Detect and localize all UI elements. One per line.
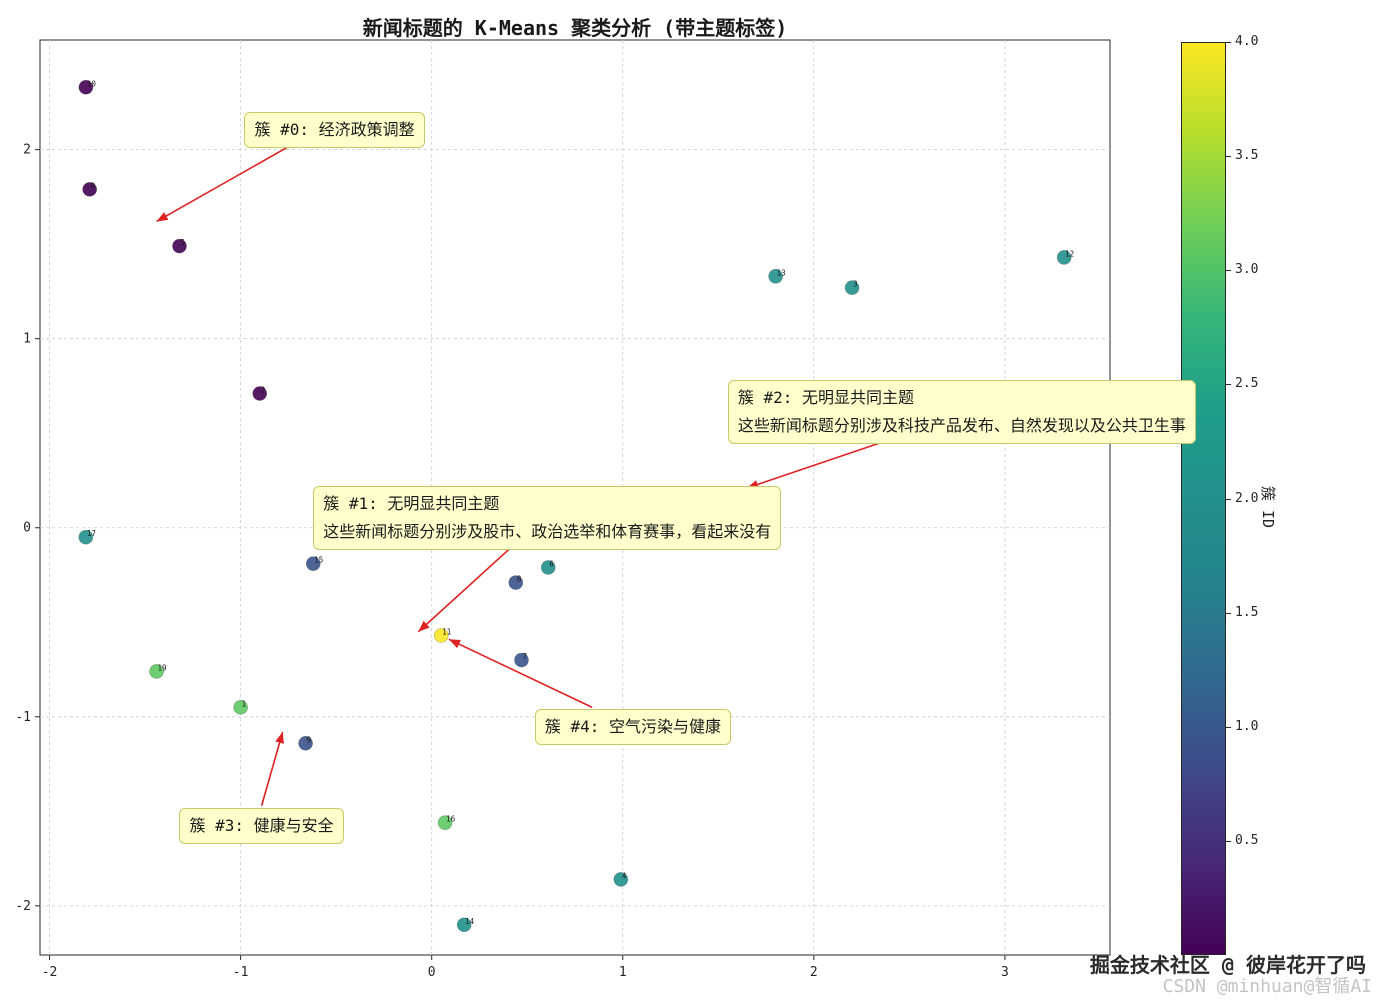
data-point-label: 14 bbox=[465, 917, 475, 926]
data-point bbox=[540, 560, 556, 575]
colorbar bbox=[1181, 42, 1226, 955]
data-point bbox=[768, 269, 783, 284]
chart-title: 新闻标题的 K-Means 聚类分析 (带主题标签) bbox=[362, 16, 788, 40]
colorbar-tick-label: 2.0 bbox=[1235, 490, 1259, 506]
data-point bbox=[252, 386, 268, 401]
data-point-label: 1 bbox=[242, 699, 247, 708]
data-point bbox=[82, 182, 97, 197]
annotation-arrowhead bbox=[448, 639, 461, 649]
data-point bbox=[172, 238, 187, 254]
data-point bbox=[508, 575, 524, 590]
data-point-label: 7 bbox=[523, 652, 528, 661]
x-tick-label: 3 bbox=[1001, 965, 1009, 980]
data-point bbox=[305, 556, 321, 571]
annotation-line: 这些新闻标题分别涉及科技产品发布、自然发现以及公共卫生事 bbox=[737, 416, 1186, 436]
x-tick-label: 0 bbox=[428, 965, 436, 980]
colorbar-tick-label: 3.0 bbox=[1235, 262, 1259, 278]
data-point-label: 3 bbox=[853, 280, 858, 289]
annotation-line: 簇 #0: 经济政策调整 bbox=[254, 119, 415, 139]
data-point-label: 10 bbox=[87, 79, 97, 88]
annotation-box: 簇 #2: 无明显共同主题这些新闻标题分别涉及科技产品发布、自然发现以及公共卫生… bbox=[727, 380, 1196, 445]
x-tick-label: -1 bbox=[233, 965, 249, 980]
data-point-label: 13 bbox=[777, 268, 786, 277]
data-point bbox=[613, 872, 629, 887]
annotation-line: 簇 #3: 健康与安全 bbox=[189, 815, 334, 835]
watermark-juejin: 掘金技术社区 @ 彼岸花开了吗 bbox=[1089, 953, 1366, 977]
data-point-label: 2 bbox=[261, 386, 266, 395]
data-point bbox=[1056, 250, 1072, 265]
data-point-label: 16 bbox=[446, 815, 456, 824]
data-point-label: 8 bbox=[517, 575, 522, 584]
x-tick-label: 2 bbox=[810, 965, 818, 980]
colorbar-tick bbox=[1226, 840, 1231, 842]
colorbar-tick bbox=[1226, 612, 1231, 614]
y-tick-label: 0 bbox=[23, 521, 31, 536]
x-tick-label: -2 bbox=[42, 965, 58, 980]
annotation-arrow bbox=[156, 139, 301, 223]
colorbar-tick-label: 1.0 bbox=[1235, 718, 1259, 734]
annotation-arrow bbox=[417, 546, 513, 633]
data-point bbox=[78, 529, 94, 545]
data-point-label: 9 bbox=[307, 735, 312, 744]
data-point bbox=[844, 280, 860, 295]
data-point-label: 19 bbox=[158, 663, 167, 672]
annotation-line: 簇 #4: 空气污染与健康 bbox=[544, 717, 722, 737]
annotation-arrow bbox=[260, 731, 284, 806]
colorbar-tick bbox=[1226, 498, 1231, 500]
colorbar-label: 簇 ID bbox=[1259, 486, 1277, 529]
y-tick-label: 1 bbox=[23, 332, 31, 347]
data-point bbox=[433, 628, 449, 643]
x-tick-label: 1 bbox=[619, 965, 627, 980]
data-point bbox=[514, 652, 529, 668]
colorbar-tick bbox=[1226, 270, 1231, 272]
data-point-label: 5 bbox=[180, 238, 185, 247]
colorbar-tick bbox=[1226, 156, 1231, 158]
annotation-box: 簇 #3: 健康与安全 bbox=[179, 807, 344, 844]
annotation-arrowhead bbox=[275, 731, 284, 744]
data-point-label: 4 bbox=[622, 871, 627, 880]
data-point-label: 12 bbox=[1065, 249, 1074, 258]
y-tick-label: -1 bbox=[15, 710, 31, 725]
data-point bbox=[78, 79, 94, 95]
annotation-line: 簇 #1: 无明显共同主题 bbox=[323, 494, 500, 514]
y-tick-label: -2 bbox=[15, 899, 31, 914]
annotation-arrow bbox=[746, 440, 887, 489]
y-tick-label: 2 bbox=[23, 143, 31, 158]
data-point bbox=[437, 815, 453, 830]
data-point-label: 0 bbox=[91, 181, 96, 190]
colorbar-tick bbox=[1226, 42, 1231, 43]
annotation-line: 这些新闻标题分别涉及股市、政治选举和体育赛事，看起来没有 bbox=[323, 522, 772, 542]
data-point-label: 6 bbox=[549, 559, 554, 568]
colorbar-tick bbox=[1226, 384, 1231, 386]
watermark-csdn: CSDN @minhuan@智循AI bbox=[1162, 976, 1372, 997]
colorbar-tick-label: 2.5 bbox=[1235, 376, 1259, 392]
data-point bbox=[233, 700, 248, 715]
data-point-label: 15 bbox=[314, 556, 323, 565]
annotation-arrowhead bbox=[418, 620, 430, 632]
annotation-box: 簇 #0: 经济政策调整 bbox=[244, 111, 425, 148]
data-point bbox=[456, 917, 472, 933]
colorbar-tick-label: 4.0 bbox=[1235, 34, 1259, 49]
colorbar-tick bbox=[1226, 726, 1231, 728]
annotation-line: 簇 #2: 无明显共同主题 bbox=[737, 388, 915, 408]
annotation-arrow bbox=[448, 638, 593, 709]
annotation-box: 簇 #4: 空气污染与健康 bbox=[534, 709, 732, 746]
colorbar-tick-label: 1.5 bbox=[1235, 604, 1259, 620]
annotation-arrowhead bbox=[156, 212, 169, 222]
data-point bbox=[298, 735, 313, 751]
colorbar-tick-label: 3.5 bbox=[1235, 148, 1259, 164]
data-point-label: 17 bbox=[87, 529, 96, 538]
colorbar-tick-label: 0.5 bbox=[1235, 832, 1259, 848]
data-point-label: 11 bbox=[442, 628, 451, 637]
annotation-box: 簇 #1: 无明显共同主题这些新闻标题分别涉及股市、政治选举和体育赛事，看起来没… bbox=[313, 486, 782, 551]
data-point bbox=[149, 664, 164, 679]
